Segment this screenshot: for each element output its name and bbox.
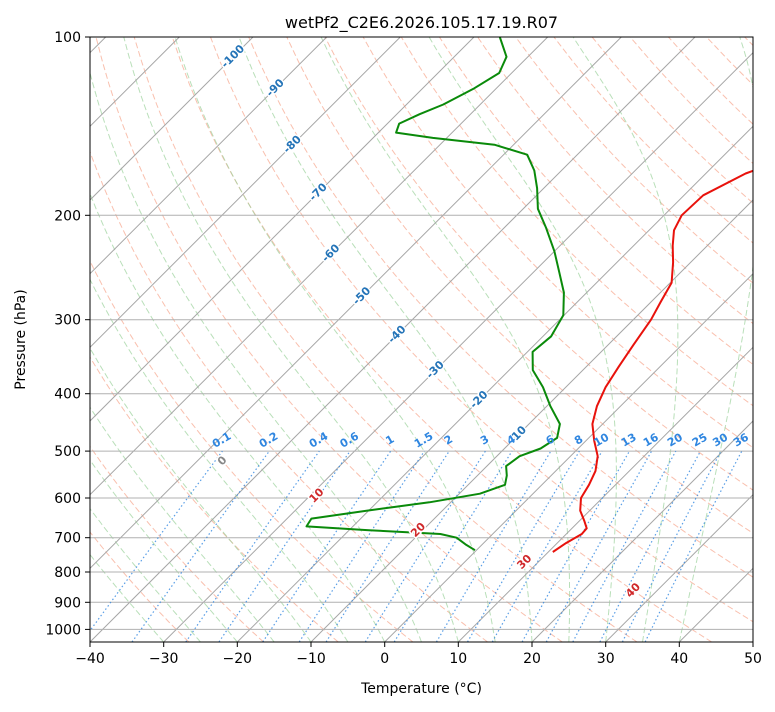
y-tick-label: 500 <box>54 444 81 460</box>
y-tick-label: 900 <box>54 595 81 611</box>
chart-title: wetPf2_C2E6.2026.105.17.19.R07 <box>285 13 558 33</box>
x-tick-label: 20 <box>523 651 541 667</box>
x-tick-label: 40 <box>670 651 688 667</box>
x-tick-label: 50 <box>744 651 762 667</box>
y-tick-label: 700 <box>54 531 81 547</box>
x-tick-label: −40 <box>75 651 105 667</box>
y-tick-label: 1000 <box>45 622 81 638</box>
y-tick-label: 600 <box>54 491 81 507</box>
y-tick-label: 300 <box>54 313 81 329</box>
y-tick-label: 800 <box>54 565 81 581</box>
y-tick-label: 100 <box>54 30 81 46</box>
x-tick-label: −20 <box>223 651 253 667</box>
x-tick-label: −10 <box>296 651 326 667</box>
x-tick-label: 30 <box>597 651 615 667</box>
x-tick-label: 0 <box>380 651 389 667</box>
x-axis-label: Temperature (°C) <box>360 681 482 697</box>
y-tick-label: 200 <box>54 208 81 224</box>
x-tick-label: 10 <box>449 651 467 667</box>
y-tick-label: 400 <box>54 387 81 403</box>
y-axis-label: Pressure (hPa) <box>13 289 29 389</box>
x-tick-label: −30 <box>149 651 179 667</box>
